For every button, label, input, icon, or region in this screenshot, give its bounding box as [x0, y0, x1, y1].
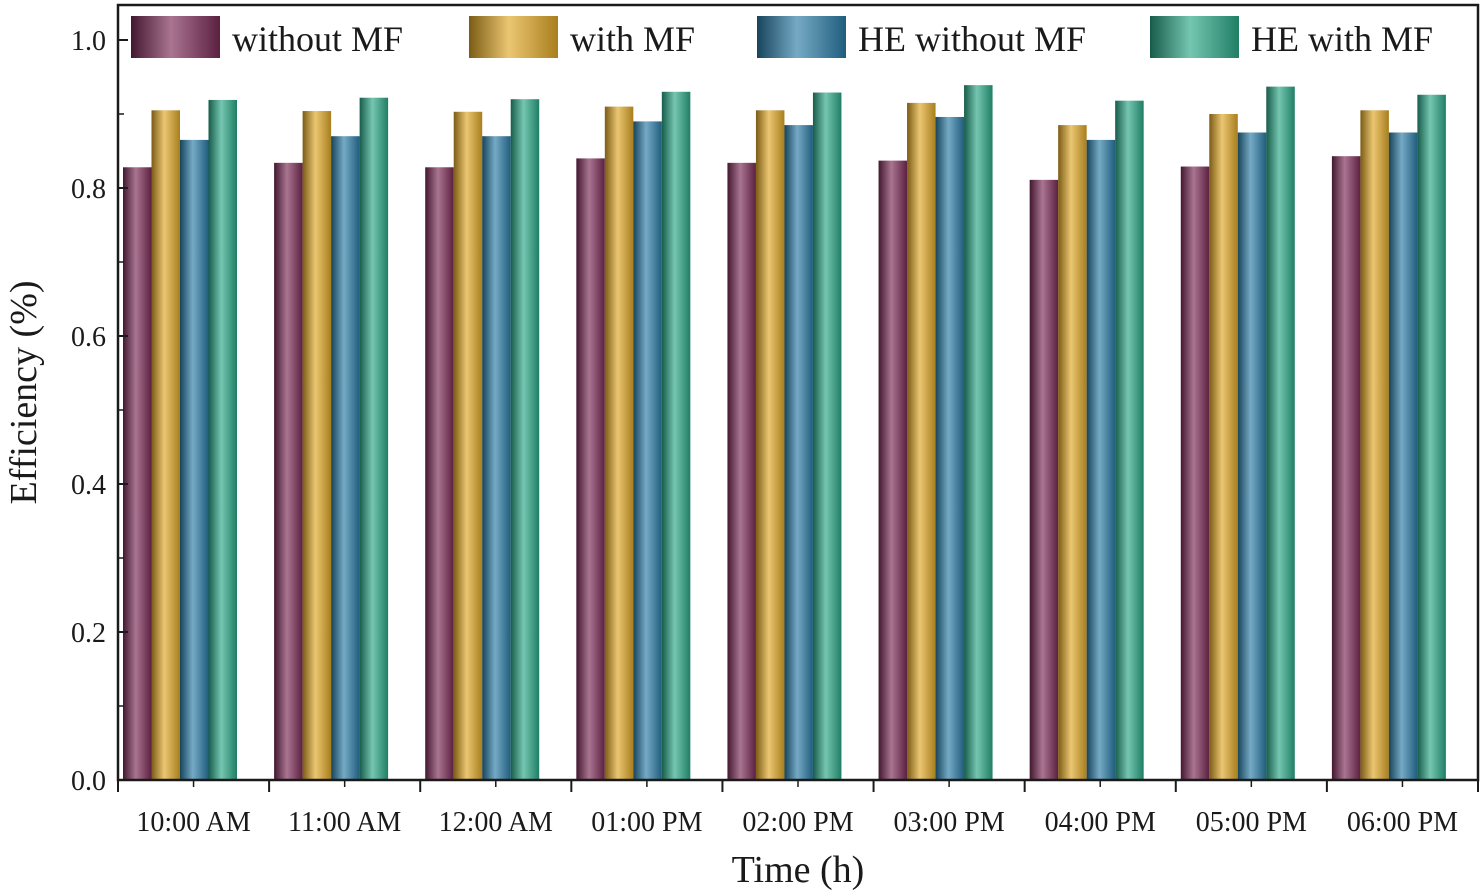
- bar-he-without-mf-4: [633, 121, 662, 780]
- bar-he-without-mf-1: [180, 139, 209, 780]
- bar-without-mf-9: [1331, 156, 1361, 780]
- bar-with-mf-4: [604, 106, 634, 781]
- x-axis: 10:00 AM 11:00 AM 12:00 AM 01:00 PM 02:00 PM…: [117, 780, 1479, 838]
- x-tick-label: 05:00 PM: [1196, 807, 1307, 838]
- y-tick-label: 0.6: [71, 322, 106, 353]
- bar-with-mf-5: [755, 110, 785, 781]
- bar-without-mf-1: [123, 167, 152, 780]
- y-axis-title: Efficiency (%): [3, 280, 45, 504]
- x-tick-label: 06:00 PM: [1347, 807, 1458, 838]
- bar-without-mf-3: [425, 167, 454, 780]
- y-tick-label: 0.2: [71, 618, 106, 649]
- bar-with-mf-3: [453, 111, 483, 780]
- bar-with-mf-2: [302, 111, 332, 781]
- bar-with-mf-9: [1360, 110, 1389, 781]
- bar-he-without-mf-7: [1086, 139, 1116, 780]
- bar-he-with-mf-3: [510, 99, 540, 780]
- bar-he-without-mf-6: [935, 116, 965, 780]
- legend-label-he-with-mf: HE with MF: [1251, 19, 1433, 59]
- x-tick-label: 02:00 PM: [742, 807, 853, 838]
- bar-he-with-mf-7: [1115, 100, 1144, 781]
- bar-he-with-mf-6: [964, 85, 993, 780]
- x-axis-title: Time (h): [732, 849, 865, 891]
- bar-he-with-mf-8: [1266, 86, 1295, 781]
- x-tick-label: 04:00 PM: [1045, 807, 1156, 838]
- bar-without-mf-7: [1029, 179, 1059, 781]
- bar-without-mf-6: [878, 160, 908, 780]
- bar-he-with-mf-4: [661, 91, 691, 781]
- bar-he-with-mf-9: [1417, 94, 1446, 780]
- legend: without MF with MF HE without MF HE with MF: [131, 16, 1433, 59]
- legend-swatch-with-mf: [469, 16, 558, 58]
- bar-with-mf-6: [907, 102, 936, 780]
- legend-label-without-mf: without MF: [232, 19, 403, 59]
- bar-with-mf-8: [1209, 114, 1238, 780]
- legend-swatch-he-with-mf: [1150, 16, 1239, 58]
- y-tick-label: 0.0: [71, 766, 106, 797]
- bar-with-mf-7: [1058, 125, 1087, 781]
- x-tick-label: 12:00 AM: [439, 807, 553, 838]
- y-tick-label: 1.0: [71, 26, 106, 57]
- y-axis: 0.0 0.2 0.4 0.6 0.8 1.0: [71, 26, 128, 797]
- legend-label-he-without-mf: HE without MF: [858, 19, 1086, 59]
- legend-swatch-he-without-mf: [757, 16, 846, 58]
- bar-he-with-mf-1: [208, 99, 237, 780]
- bar-he-without-mf-3: [482, 136, 511, 780]
- bar-he-without-mf-9: [1388, 132, 1418, 780]
- x-tick-label: 11:00 AM: [288, 807, 401, 838]
- bar-he-with-mf-2: [359, 97, 389, 781]
- x-tick-label: 10:00 AM: [136, 807, 250, 838]
- x-tick-label: 03:00 PM: [893, 807, 1004, 838]
- x-tick-label: 01:00 PM: [591, 807, 702, 838]
- y-tick-label: 0.8: [71, 174, 106, 205]
- bars-layer: [123, 85, 1446, 781]
- bar-he-with-mf-5: [812, 92, 842, 781]
- bar-with-mf-1: [151, 110, 180, 781]
- bar-he-without-mf-2: [331, 136, 360, 780]
- legend-label-with-mf: with MF: [570, 19, 695, 59]
- bar-without-mf-8: [1180, 166, 1210, 781]
- legend-swatch-without-mf: [131, 16, 220, 58]
- bar-without-mf-5: [727, 162, 756, 781]
- bar-he-without-mf-5: [784, 125, 813, 781]
- bar-he-without-mf-8: [1237, 132, 1267, 780]
- bar-without-mf-2: [274, 162, 303, 781]
- bar-without-mf-4: [576, 158, 605, 780]
- y-tick-label: 0.4: [71, 470, 106, 501]
